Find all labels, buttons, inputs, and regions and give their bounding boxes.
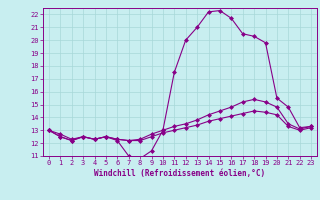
X-axis label: Windchill (Refroidissement éolien,°C): Windchill (Refroidissement éolien,°C) [94, 169, 266, 178]
